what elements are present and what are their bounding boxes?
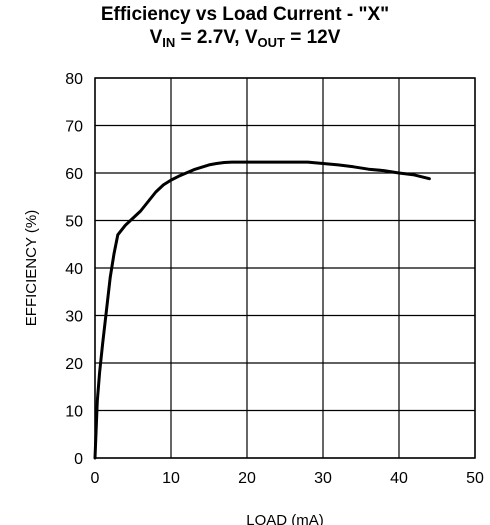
grid-lines <box>94 77 476 459</box>
x-tick-label: 30 <box>314 470 332 487</box>
vin-subscript: IN <box>162 35 176 50</box>
y-tick-label: 70 <box>65 119 83 136</box>
vout-value: = 12V <box>284 27 341 48</box>
x-tick-label: 10 <box>162 470 180 487</box>
x-tick-label: 40 <box>390 470 408 487</box>
y-tick-label: 40 <box>65 261 83 278</box>
tick-labels: 0 10 20 30 40 50 0 10 20 30 40 50 60 70 80 <box>65 71 484 487</box>
chart-title: Efficiency vs Load Current - "X" <box>100 4 390 25</box>
x-tick-label: 20 <box>238 470 256 487</box>
y-tick-label: 80 <box>65 71 83 88</box>
x-tick-label: 0 <box>91 470 100 487</box>
vin-symbol: V <box>149 27 163 48</box>
y-tick-label: 30 <box>65 309 83 326</box>
y-tick-label: 0 <box>74 451 83 468</box>
y-tick-label: 60 <box>65 166 83 183</box>
x-tick-label: 50 <box>466 470 484 487</box>
chart-subtitle: VIN = 2.7V, VOUT = 12V <box>0 27 490 54</box>
vout-subscript: OUT <box>257 35 285 50</box>
y-tick-label: 50 <box>65 214 83 231</box>
y-tick-label: 10 <box>65 404 83 421</box>
efficiency-curve <box>93 160 431 460</box>
plot-frame <box>94 77 476 459</box>
y-tick-label: 20 <box>65 356 83 373</box>
vout-symbol: V <box>244 27 258 48</box>
x-axis-label: LOAD (mA) <box>246 512 324 525</box>
y-axis-label: EFFICIENCY (%) <box>23 210 40 326</box>
vin-value: = 2.7V, <box>175 27 245 48</box>
